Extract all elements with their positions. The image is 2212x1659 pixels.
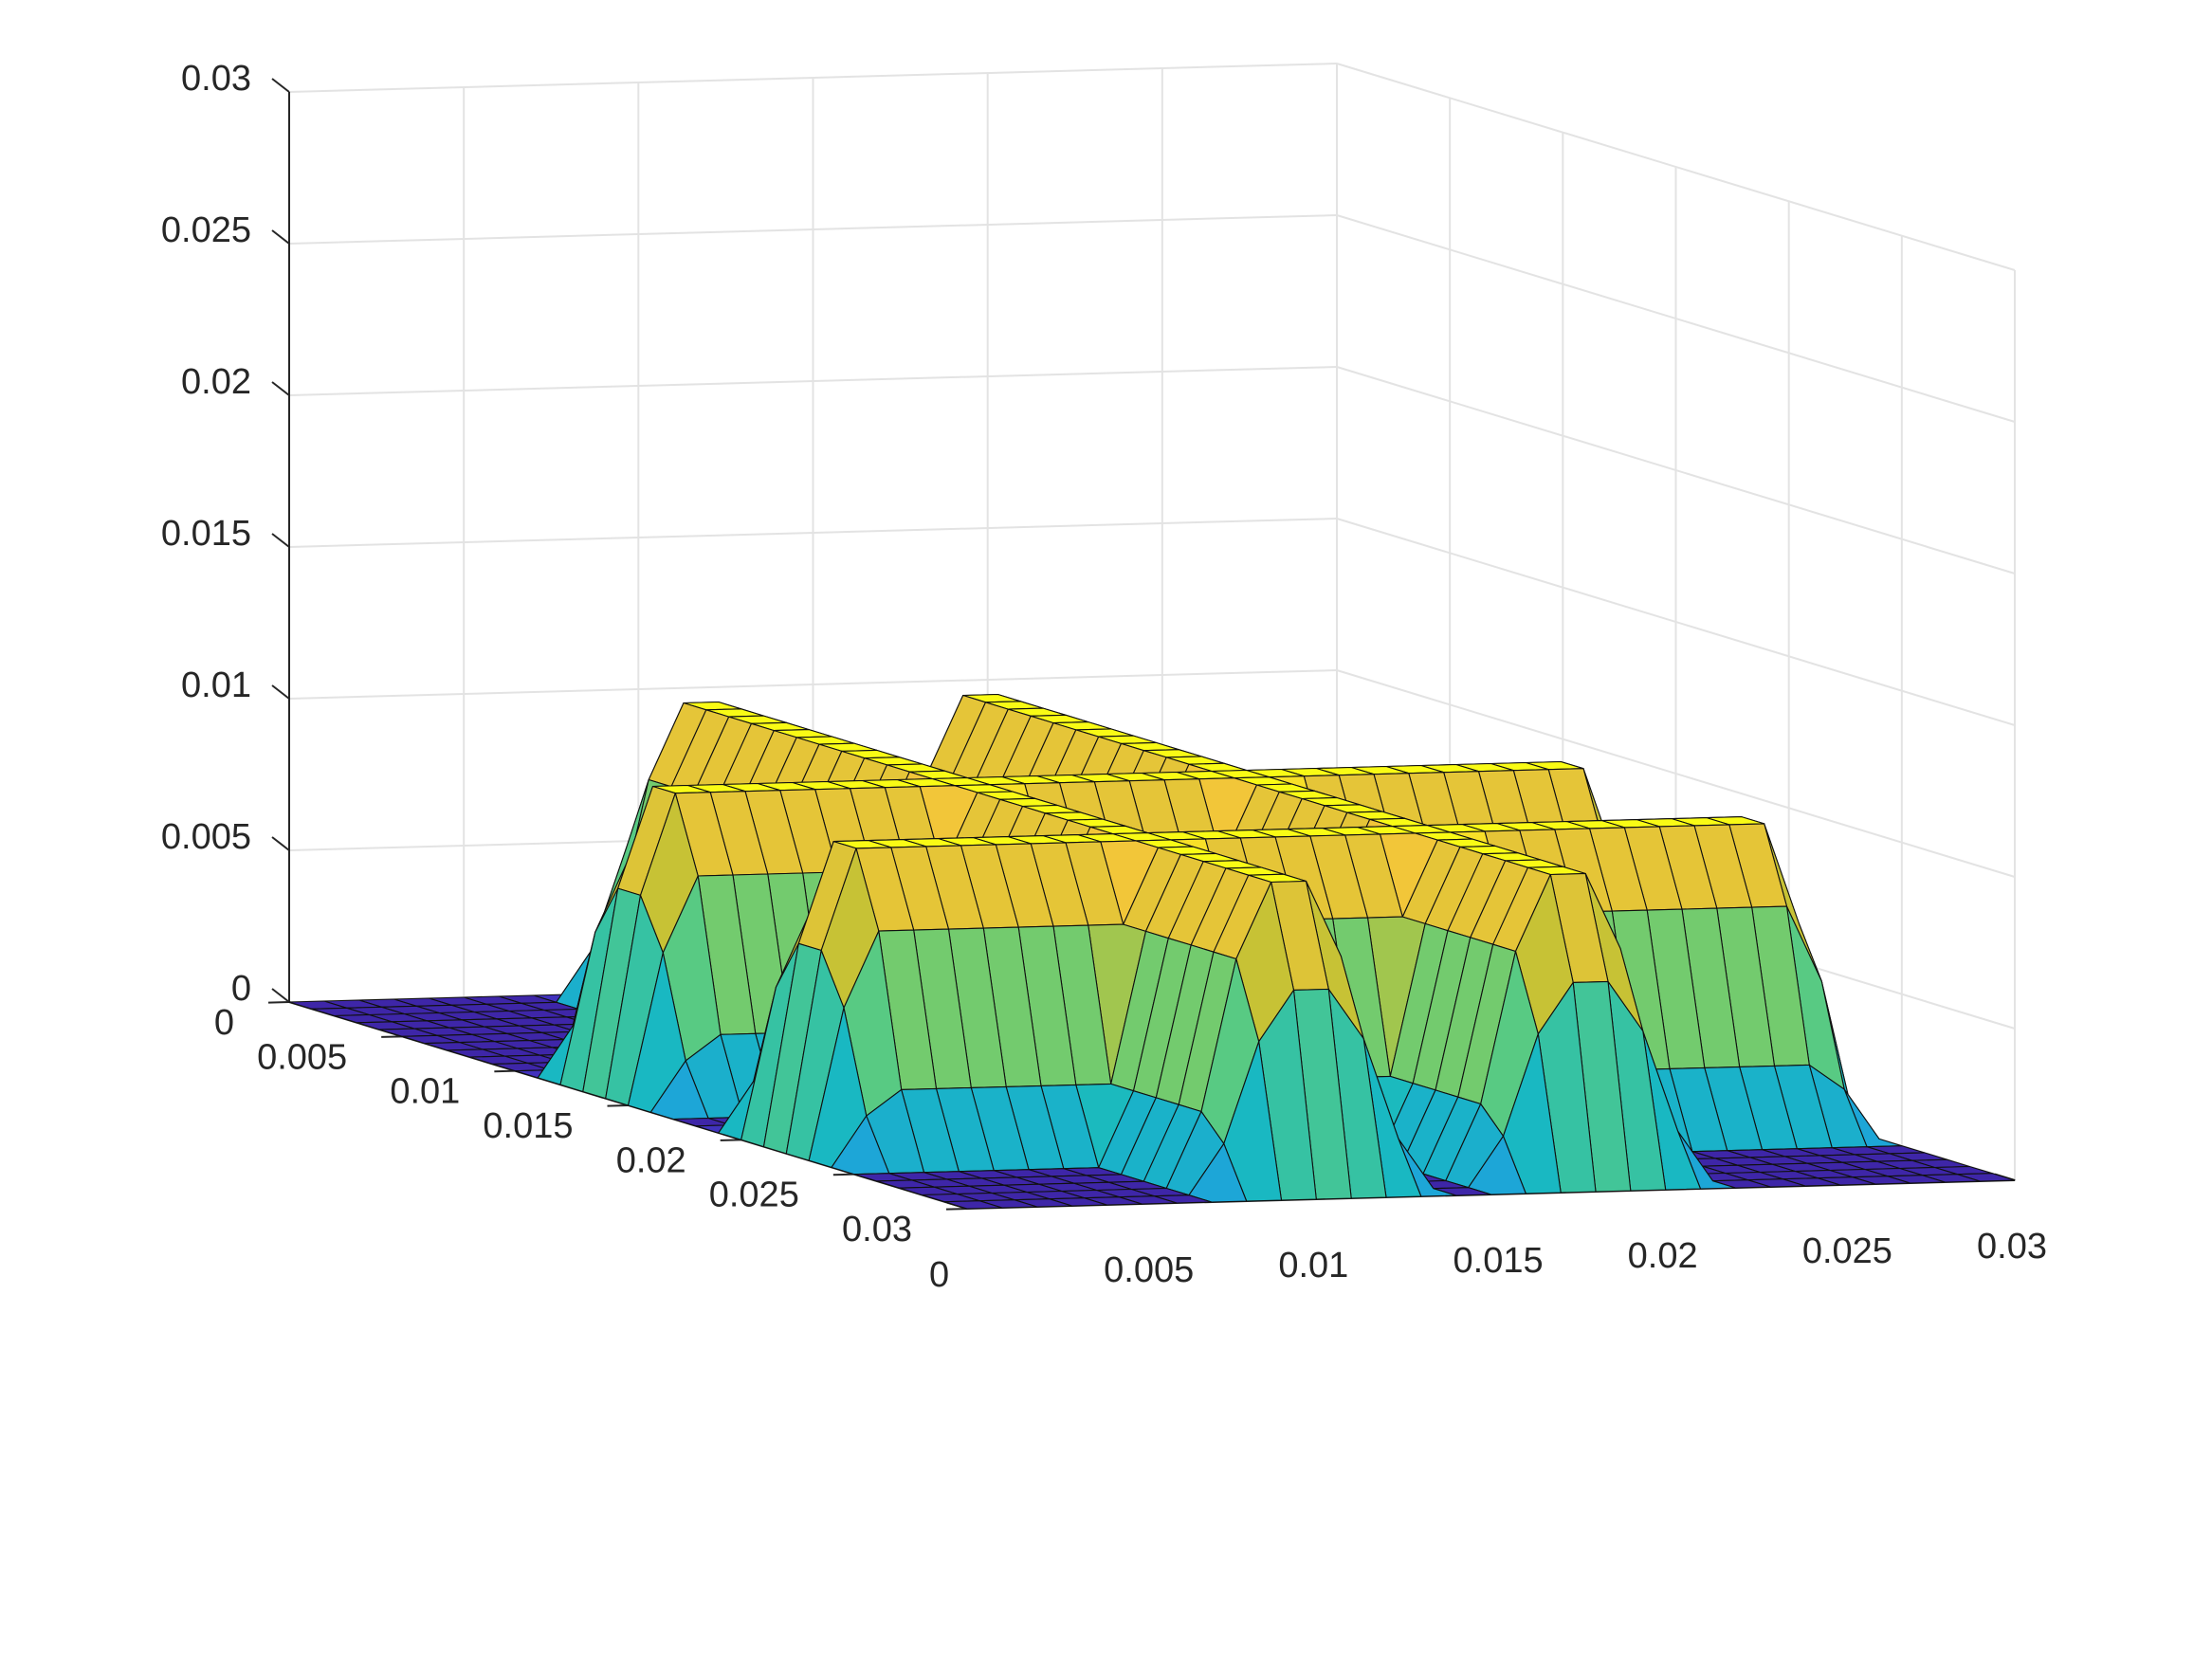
surface-layer xyxy=(288,693,2016,1210)
z-tick-label: 0.015 xyxy=(161,514,251,554)
y-tick-label: 0.02 xyxy=(1628,1236,1698,1276)
surface-facet xyxy=(943,1200,1003,1210)
grid-line-z-right-3 xyxy=(1336,518,2016,726)
grid-line-z-back-2 xyxy=(288,669,1338,700)
grid-line-z-right-4 xyxy=(1336,366,2016,574)
z-tick-6 xyxy=(271,78,290,93)
grid-line-z-right-2 xyxy=(1336,669,2016,878)
grid-line-z-back-6 xyxy=(288,63,1338,93)
y-tick-label: 0.005 xyxy=(1104,1250,1194,1290)
z-tick-label: 0.03 xyxy=(181,59,251,99)
x-tick-label: 0.01 xyxy=(390,1072,460,1112)
z-tick-0 xyxy=(271,988,290,1003)
grid-line-z-back-3 xyxy=(288,518,1338,548)
y-tick-label: 0.03 xyxy=(1977,1227,2047,1267)
z-tick-1 xyxy=(271,836,290,851)
z-tick-4 xyxy=(271,381,290,396)
x-tick-label: 0.02 xyxy=(616,1140,686,1180)
z-tick-label: 0.02 xyxy=(181,362,251,402)
z-tick-label: 0.005 xyxy=(161,817,251,857)
z-tick-3 xyxy=(271,533,290,548)
y-tick-label: 0.01 xyxy=(1278,1246,1348,1285)
grid-line-z-right-6 xyxy=(1336,63,2016,271)
x-tick-3 xyxy=(607,1104,629,1107)
z-tick-label: 0.01 xyxy=(181,665,251,705)
y-tick-label: 0.025 xyxy=(1802,1231,1892,1271)
x-tick-6 xyxy=(945,1208,968,1211)
x-tick-label: 0.015 xyxy=(483,1106,573,1146)
x-tick-label: 0.025 xyxy=(709,1176,799,1215)
z-tick-label: 0.025 xyxy=(161,210,251,250)
z-tick-2 xyxy=(271,684,290,700)
x-tick-1 xyxy=(381,1035,403,1038)
z-tick-label: 0 xyxy=(231,969,251,1009)
x-tick-2 xyxy=(494,1069,516,1073)
x-tick-0 xyxy=(267,1001,290,1004)
y-tick-label: 0 xyxy=(929,1255,949,1295)
x-tick-label: 0.005 xyxy=(257,1037,347,1077)
grid-line-z-back-4 xyxy=(288,366,1338,396)
x-tick-5 xyxy=(832,1173,854,1176)
x-tick-label: 0 xyxy=(214,1003,234,1043)
y-tick-label: 0.015 xyxy=(1453,1241,1544,1281)
grid-line-z-back-5 xyxy=(288,214,1338,245)
z-tick-5 xyxy=(271,229,290,245)
grid-line-z-right-5 xyxy=(1336,214,2016,423)
x-tick-label: 0.03 xyxy=(842,1210,912,1249)
x-tick-4 xyxy=(720,1139,741,1141)
